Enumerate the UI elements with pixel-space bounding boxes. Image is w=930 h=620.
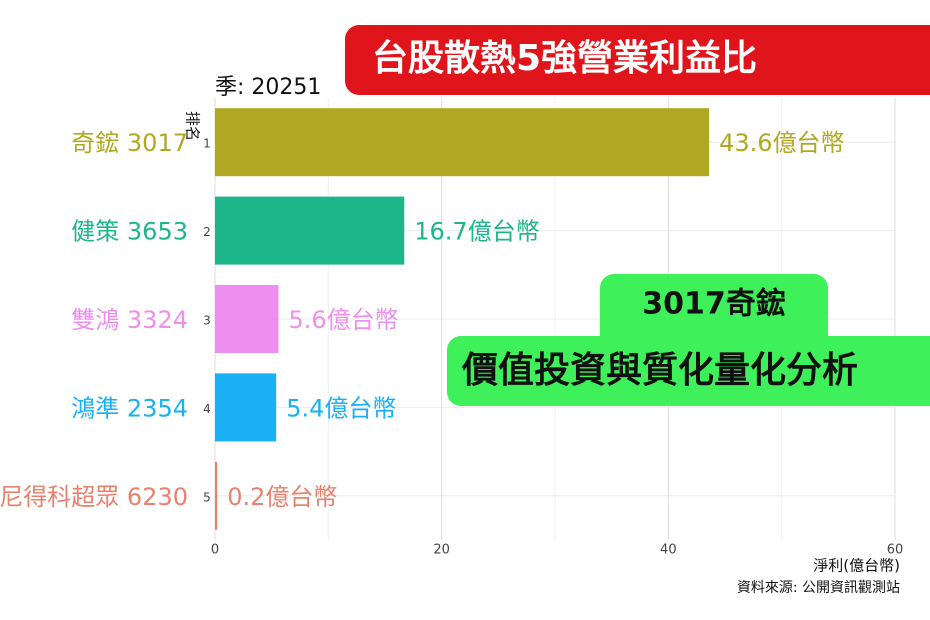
value-label: 5.6億台幣 <box>288 306 398 334</box>
bar <box>215 285 279 353</box>
category-label: 雙鴻 3324 <box>71 306 188 334</box>
rank-label: 2 <box>203 225 211 239</box>
value-label: 43.6億台幣 <box>719 129 844 157</box>
bar <box>215 461 218 530</box>
category-label: 鴻準 2354 <box>71 394 188 422</box>
rank-label: 1 <box>203 137 211 151</box>
x-tick-label: 0 <box>211 543 219 558</box>
y-axis-label: 排名 <box>184 111 202 141</box>
source: 資料來源: 公開資訊觀測站 <box>737 580 900 596</box>
annotation: 價值投資與質化量化分析 <box>461 350 858 391</box>
category-label: 奇鋐 3017 <box>71 129 188 157</box>
bar <box>215 108 710 177</box>
rank-label: 5 <box>203 490 211 504</box>
annotation-box <box>600 274 828 350</box>
chart-title: 台股散熱5強營業利益比 <box>372 38 757 79</box>
rank-label: 3 <box>203 314 211 328</box>
x-axis-label: 淨利(億台幣) <box>813 557 900 575</box>
value-label: 5.4億台幣 <box>286 394 396 422</box>
rank-label: 4 <box>203 402 211 416</box>
category-label: 尼得科超眾 6230 <box>0 483 188 511</box>
bar <box>215 373 277 442</box>
annotation-box <box>447 336 930 406</box>
annotation: 3017奇鋐 <box>642 287 786 322</box>
subtitle: 季: 20251 <box>215 75 321 100</box>
title-box <box>345 25 930 95</box>
x-tick-label: 20 <box>433 543 450 558</box>
bar <box>215 196 405 265</box>
value-label: 0.2億台幣 <box>227 483 337 511</box>
x-tick-label: 40 <box>660 543 677 558</box>
x-tick-label: 60 <box>887 543 904 558</box>
category-label: 健策 3653 <box>71 218 188 246</box>
value-label: 16.7億台幣 <box>414 218 539 246</box>
